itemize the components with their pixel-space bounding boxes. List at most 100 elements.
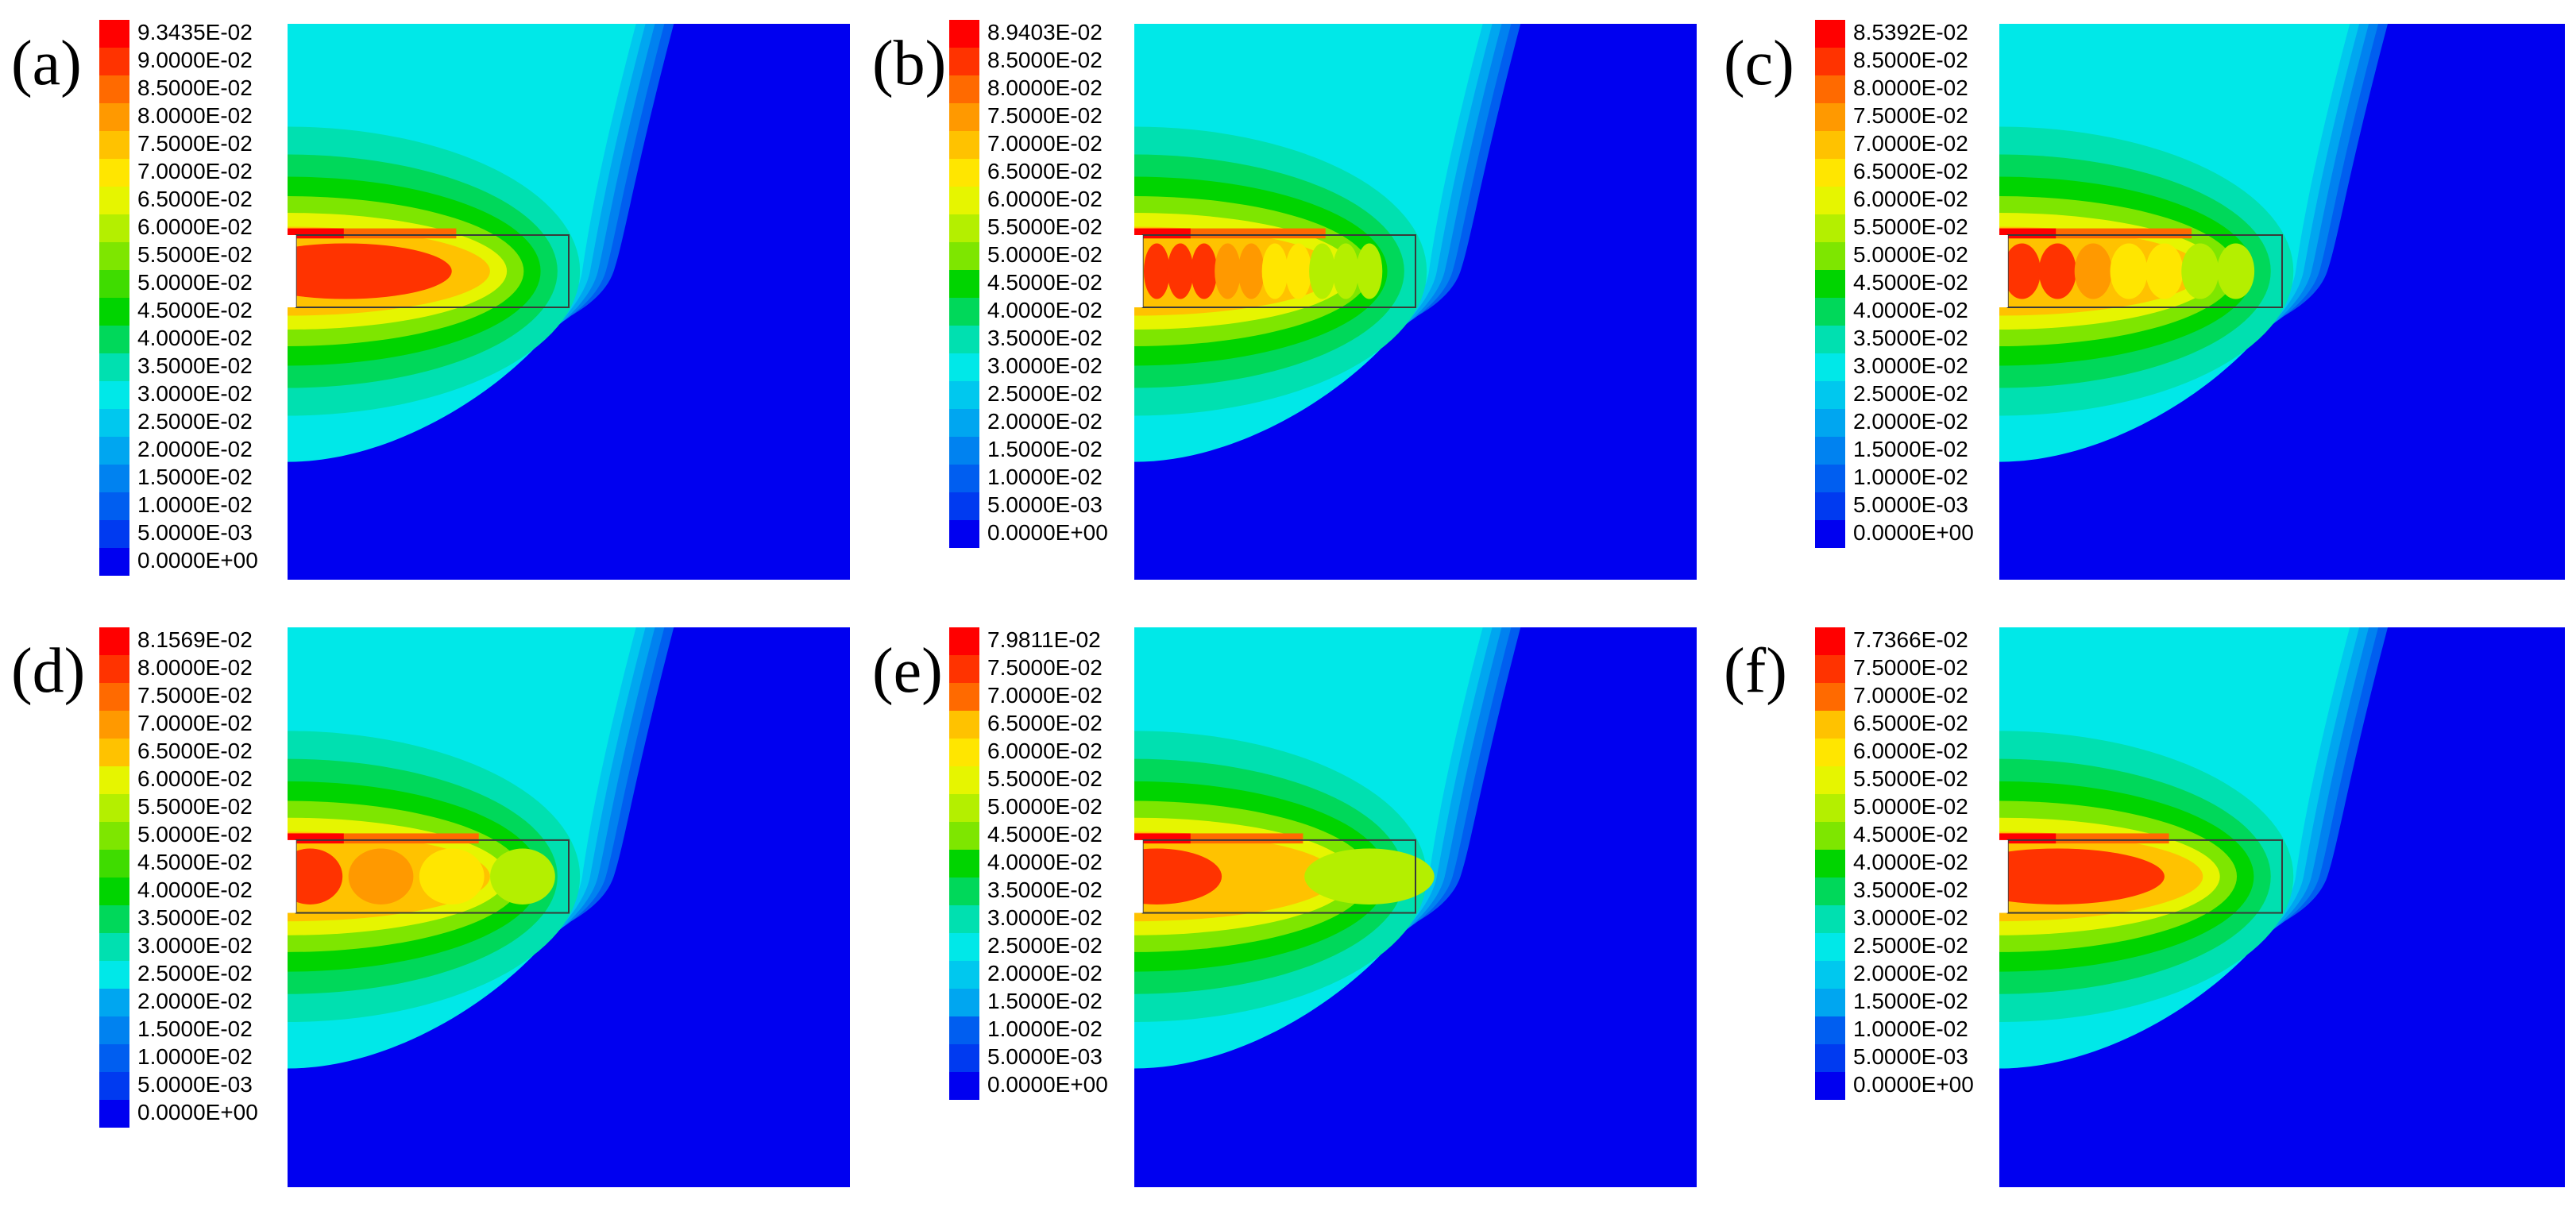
contour-field — [1999, 627, 2565, 1187]
legend-swatch — [949, 1016, 979, 1044]
legend-label: 8.9403E-02 — [987, 20, 1103, 44]
legend-swatch — [949, 905, 979, 933]
legend-label: 5.0000E-02 — [987, 794, 1103, 819]
legend-label: 2.0000E-02 — [1853, 409, 1968, 434]
legend-swatch — [949, 20, 979, 48]
legend-swatch — [949, 353, 979, 381]
legend-label: 6.5000E-02 — [1853, 711, 1968, 735]
legend-swatch — [1815, 353, 1845, 381]
hotspot — [2181, 243, 2219, 299]
legend-label: 6.0000E-02 — [987, 739, 1103, 763]
legend-swatch — [949, 1072, 979, 1100]
legend-label: 7.0000E-02 — [1853, 683, 1968, 708]
legend-swatch — [949, 989, 979, 1016]
legend-label: 4.0000E-02 — [987, 298, 1103, 322]
legend-label: 9.3435E-02 — [137, 20, 253, 44]
legend-label: 8.5000E-02 — [987, 48, 1103, 72]
color-legend: 8.5392E-02 8.5000E-02 8.0000E-02 7.5000E-02… — [1815, 20, 1990, 552]
legend-swatch — [949, 75, 979, 103]
hotspot — [1215, 243, 1241, 299]
panel-label: (e) — [872, 636, 943, 706]
legend-label: 5.5000E-02 — [1853, 214, 1968, 239]
legend-label: 4.0000E-02 — [137, 326, 253, 350]
legend-label: 5.0000E-03 — [1853, 492, 1968, 517]
legend-swatch — [99, 326, 129, 353]
legend-swatch — [99, 766, 129, 794]
hotspot — [2110, 243, 2148, 299]
legend-swatch — [949, 437, 979, 465]
legend-swatch — [1815, 1044, 1845, 1072]
legend-label: 7.0000E-02 — [137, 711, 253, 735]
legend-label: 1.0000E-02 — [1853, 1016, 1968, 1041]
legend-swatch — [949, 409, 979, 437]
legend-swatch — [99, 548, 129, 576]
hotspot — [1134, 848, 1222, 904]
legend-swatch — [99, 1044, 129, 1072]
legend-label: 5.0000E-03 — [137, 1072, 253, 1097]
legend-swatch — [949, 326, 979, 353]
legend-swatch — [99, 1016, 129, 1044]
legend-swatch — [1815, 187, 1845, 214]
color-legend: 7.7366E-02 7.5000E-02 7.0000E-02 6.5000E-02… — [1815, 627, 1990, 1104]
legend-label: 4.5000E-02 — [137, 850, 253, 874]
legend-label: 8.0000E-02 — [1853, 75, 1968, 100]
insert-notch — [288, 839, 296, 913]
legend-swatch — [99, 711, 129, 739]
legend-swatch — [949, 878, 979, 905]
legend-label: 1.5000E-02 — [987, 437, 1103, 461]
legend-label: 2.5000E-02 — [137, 409, 253, 434]
legend-color-bar — [949, 20, 979, 548]
legend-label: 1.0000E-02 — [987, 465, 1103, 489]
legend-swatch — [949, 298, 979, 326]
hotspot — [1238, 243, 1265, 299]
legend-label: 3.5000E-02 — [987, 878, 1103, 902]
legend-label: 4.5000E-02 — [987, 822, 1103, 847]
legend-swatch — [1815, 492, 1845, 520]
legend-swatch — [1815, 850, 1845, 878]
hotspot — [2145, 243, 2184, 299]
hotspot — [1167, 243, 1194, 299]
hotspot — [288, 243, 452, 299]
legend-swatch — [1815, 298, 1845, 326]
legend-label: 7.5000E-02 — [987, 103, 1103, 128]
hotspot — [419, 848, 485, 904]
legend-label: 7.5000E-02 — [987, 655, 1103, 680]
legend-label: 3.0000E-02 — [987, 353, 1103, 378]
legend-swatch — [99, 437, 129, 465]
legend-label: 1.5000E-02 — [987, 989, 1103, 1013]
legend-label: 6.0000E-02 — [137, 766, 253, 791]
legend-label: 7.5000E-02 — [1853, 655, 1968, 680]
legend-swatch — [1815, 75, 1845, 103]
legend-swatch — [949, 711, 979, 739]
legend-swatch — [99, 1072, 129, 1100]
insert-notch — [1999, 839, 2008, 913]
legend-label: 1.5000E-02 — [1853, 437, 1968, 461]
legend-swatch — [1815, 933, 1845, 961]
legend-swatch — [99, 214, 129, 242]
hotspot — [1191, 243, 1218, 299]
legend-swatch — [99, 655, 129, 683]
legend-swatch — [99, 905, 129, 933]
legend-swatch — [1815, 766, 1845, 794]
legend-swatch — [949, 103, 979, 131]
legend-color-bar — [1815, 627, 1845, 1100]
contour-panel-d: (d) 8.1569E-02 8.0000E-02 7.5000E-02 7.0000… — [0, 608, 850, 1195]
legend-swatch — [99, 465, 129, 492]
legend-label: 5.5000E-02 — [1853, 766, 1968, 791]
legend-label: 2.0000E-02 — [1853, 961, 1968, 986]
legend-swatch — [949, 492, 979, 520]
legend-swatch — [99, 187, 129, 214]
legend-label: 4.5000E-02 — [1853, 822, 1968, 847]
hotspot — [288, 848, 343, 904]
contour-panel-c: (c) 8.5392E-02 8.5000E-02 8.0000E-02 7.5000… — [1716, 0, 2574, 588]
legend-label: 0.0000E+00 — [137, 1100, 258, 1124]
hot-edge — [1134, 228, 1191, 239]
hotspot — [1261, 243, 1288, 299]
contour-panel-b: (b) 8.9403E-02 8.5000E-02 8.0000E-02 7.5000… — [860, 0, 1710, 588]
contour-field — [288, 627, 850, 1187]
legend-label: 3.0000E-02 — [137, 381, 253, 406]
legend-label: 5.0000E-02 — [987, 242, 1103, 267]
legend-swatch — [1815, 520, 1845, 548]
legend-label: 7.9811E-02 — [987, 627, 1101, 652]
legend-swatch — [99, 48, 129, 75]
